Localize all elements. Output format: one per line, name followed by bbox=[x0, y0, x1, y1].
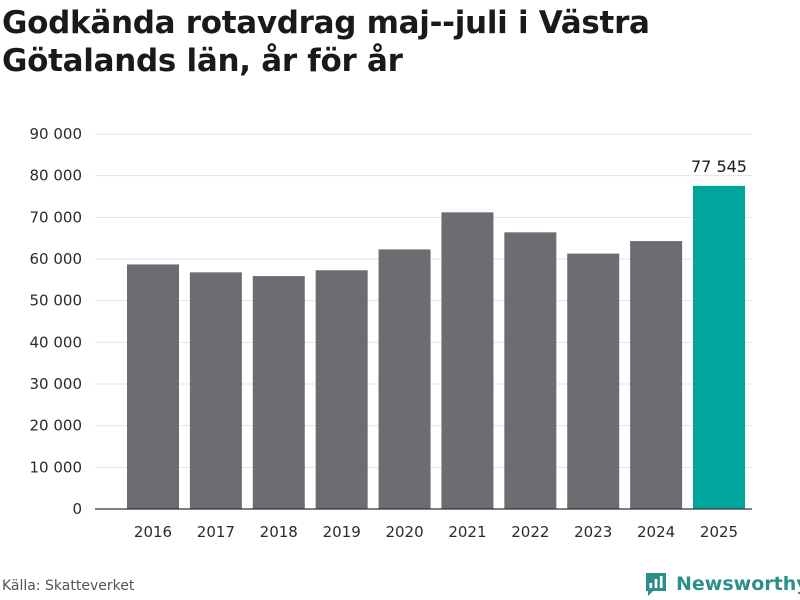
bar-2017[interactable] bbox=[189, 272, 242, 509]
chart-title: Godkända rotavdrag maj--juli i Västra Gö… bbox=[2, 5, 650, 79]
x-tick-label: 2016 bbox=[134, 523, 172, 541]
x-tick-label: 2020 bbox=[385, 523, 423, 541]
x-tick-label: 2023 bbox=[574, 523, 612, 541]
bar-2019[interactable] bbox=[315, 270, 368, 509]
brand-logo[interactable]: Newsworthy bbox=[644, 569, 800, 599]
x-tick-label: 2024 bbox=[637, 523, 675, 541]
bar-2018[interactable] bbox=[252, 276, 305, 509]
y-tick-label: 80 000 bbox=[30, 167, 83, 185]
x-tick-label: 2021 bbox=[448, 523, 486, 541]
bar-2020[interactable] bbox=[378, 249, 431, 509]
y-tick-label: 30 000 bbox=[30, 375, 83, 393]
x-tick-label: 2025 bbox=[700, 523, 738, 541]
bar-2023[interactable] bbox=[567, 253, 620, 509]
bars bbox=[127, 185, 745, 510]
brand-name: Newsworthy bbox=[676, 573, 800, 595]
newsworthy-logo-icon bbox=[646, 573, 666, 596]
labels: 0 10 000 20 000 30 000 40 000 50 000 60 000 70 … bbox=[30, 125, 747, 541]
bar-2024[interactable] bbox=[630, 241, 683, 510]
bar-2025[interactable] bbox=[693, 185, 745, 510]
bar-2022[interactable] bbox=[504, 232, 557, 510]
x-tick-label: 2018 bbox=[260, 523, 298, 541]
y-tick-label: 50 000 bbox=[30, 292, 83, 310]
y-tick-label: 60 000 bbox=[30, 250, 83, 268]
x-tick-label: 2022 bbox=[511, 523, 549, 541]
y-tick-label: 10 000 bbox=[30, 458, 83, 476]
y-tick-label: 0 bbox=[72, 500, 82, 518]
bar-2016[interactable] bbox=[127, 264, 179, 509]
bar-value-label: 77 545 bbox=[691, 157, 747, 176]
y-tick-label: 20 000 bbox=[30, 417, 83, 435]
source-note: Källa: Skatteverket bbox=[2, 578, 135, 594]
x-tick-label: 2019 bbox=[323, 523, 361, 541]
y-tick-label: 40 000 bbox=[30, 333, 83, 351]
y-tick-label: 90 000 bbox=[30, 125, 83, 143]
x-tick-label: 2017 bbox=[197, 523, 235, 541]
bar-2021[interactable] bbox=[441, 212, 494, 510]
y-tick-label: 70 000 bbox=[30, 208, 83, 226]
